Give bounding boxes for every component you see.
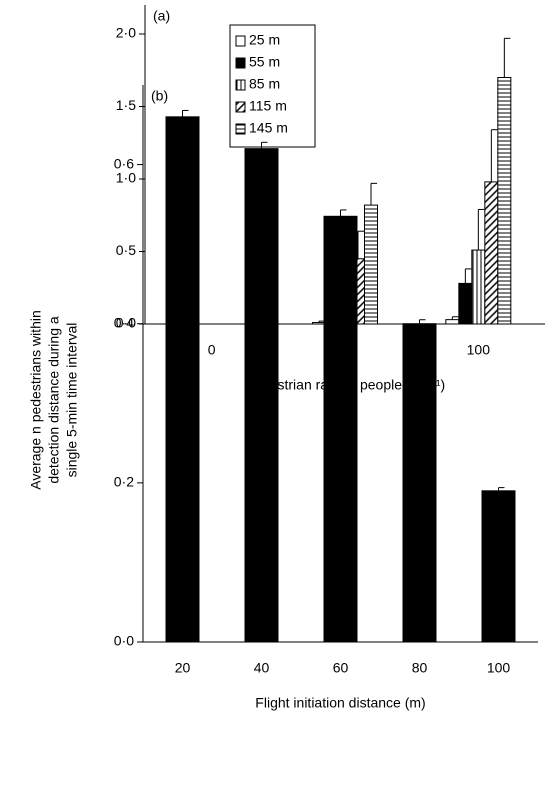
bar — [323, 215, 358, 643]
error-bar — [261, 141, 268, 149]
x-tick-label: 100 — [487, 660, 511, 676]
bar — [471, 249, 486, 325]
error-bar — [498, 487, 505, 491]
legend-swatch — [235, 101, 246, 113]
x-tick-label: 40 — [254, 660, 270, 676]
y-axis-label: detection distance during a — [46, 316, 62, 484]
x-tick-label: 80 — [412, 660, 428, 676]
legend-swatch — [235, 123, 246, 135]
bar — [445, 319, 460, 325]
bar — [244, 148, 279, 643]
legend-label: 145 m — [249, 120, 288, 136]
y-tick-label: 0·5 — [116, 242, 136, 258]
bar — [497, 77, 512, 325]
error-bar — [451, 316, 459, 320]
x-tick-label: 60 — [333, 660, 349, 676]
bar — [458, 282, 473, 325]
x-tick-label: 0 — [208, 342, 216, 358]
y-axis-label: Average n pedestrians within — [28, 310, 44, 490]
y-tick-label: 0·0 — [116, 315, 136, 331]
error-bar — [503, 37, 511, 78]
y-tick-label: 0·0 — [114, 633, 134, 649]
x-tick-label: 20 — [175, 660, 191, 676]
error-bar — [419, 319, 426, 324]
bar — [364, 204, 378, 325]
error-bar — [182, 109, 189, 117]
error-bar — [490, 129, 498, 182]
error-bar — [464, 268, 472, 284]
y-tick-label: 2·0 — [116, 25, 136, 41]
y-axis-label: single 5-min time interval — [64, 323, 80, 478]
panel-label: (b) — [151, 88, 168, 104]
x-axis-label: Flight initiation distance (m) — [255, 695, 425, 711]
error-bar — [357, 230, 364, 259]
y-tick-label: 0·2 — [114, 474, 134, 490]
y-tick-label: 0·4 — [114, 314, 134, 330]
bar — [165, 116, 200, 643]
bar — [484, 181, 499, 325]
legend-swatch — [235, 35, 246, 47]
legend-label: 55 m — [249, 54, 280, 70]
legend-swatch — [235, 57, 246, 69]
error-bar — [477, 208, 485, 251]
y-tick-label: 0·6 — [114, 155, 134, 171]
legend-label: 115 m — [249, 98, 287, 114]
y-tick-label: 1·5 — [116, 97, 136, 113]
x-tick-label: 100 — [467, 342, 491, 358]
bar — [481, 490, 516, 643]
error-bar — [370, 182, 377, 206]
legend-label: 85 m — [249, 76, 280, 92]
panel-label: (a) — [153, 8, 170, 24]
legend-swatch — [235, 79, 246, 91]
legend-label: 25 m — [249, 32, 280, 48]
error-bar — [340, 209, 347, 217]
y-tick-label: 1·0 — [116, 170, 136, 186]
bar — [402, 323, 437, 643]
